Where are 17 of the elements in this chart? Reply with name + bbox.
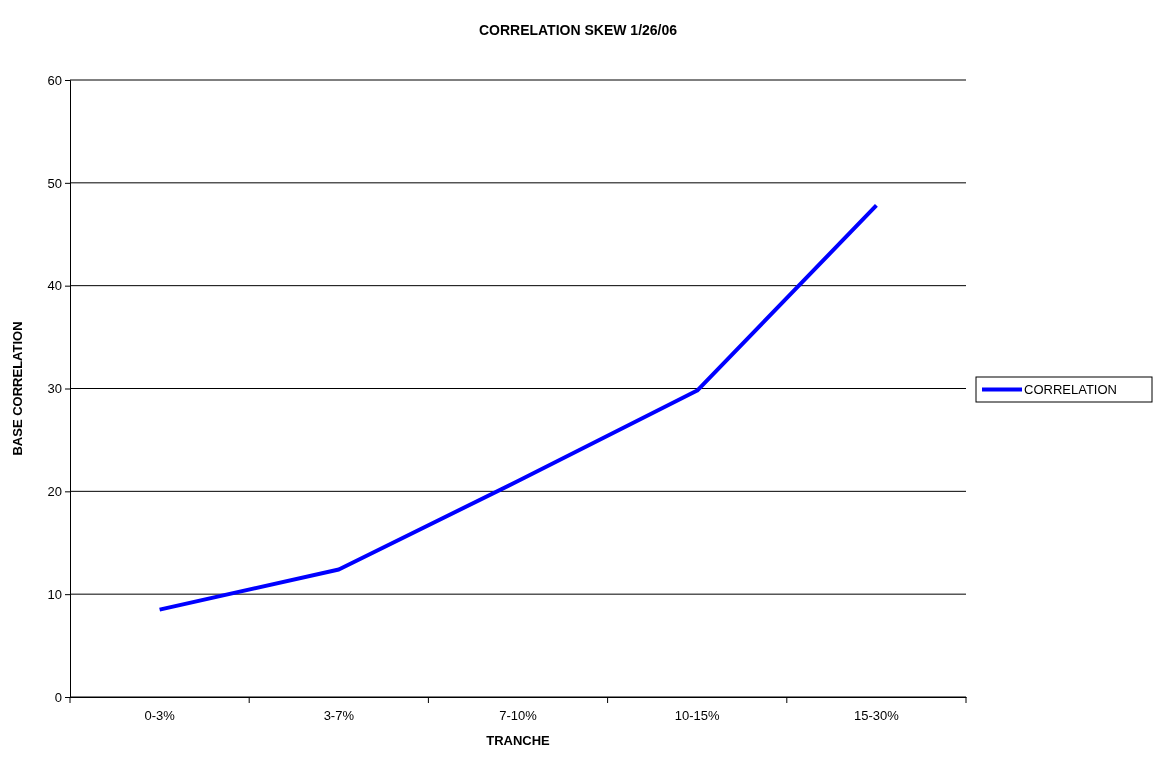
x-tick-label: 0-3% <box>144 707 176 723</box>
y-tick-label: 50 <box>47 175 62 191</box>
y-tick-label: 40 <box>47 278 62 294</box>
x-tick-label: 10-15% <box>674 707 721 723</box>
chart-title: CORRELATION SKEW 1/26/06 <box>478 22 678 38</box>
line-series <box>157 203 879 612</box>
x-tick-label: 7-10% <box>499 707 538 723</box>
x-tick-label: 15-30% <box>853 707 900 723</box>
y-tick-label: 20 <box>47 483 62 499</box>
y-tick-label: 60 <box>47 72 62 88</box>
legend-label: CORRELATION <box>1024 382 1117 397</box>
y-tick-label: 0 <box>54 689 62 705</box>
y-tick-label: 30 <box>47 381 62 397</box>
x-tick-label: 3-7% <box>323 707 355 723</box>
x-axis-title: TRANCHE <box>486 733 551 748</box>
y-axis-title: BASE CORRELATION <box>10 321 25 456</box>
y-tick-label: 10 <box>47 586 62 602</box>
